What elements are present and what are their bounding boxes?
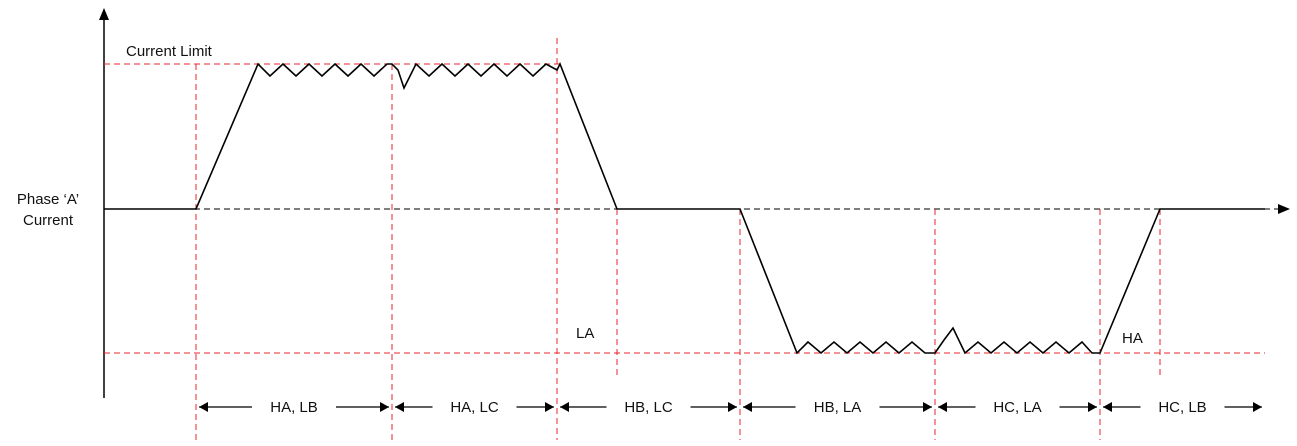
segment-label: HB, LC xyxy=(624,399,673,416)
commutation-boundaries xyxy=(195,38,1161,440)
arrowhead-icon xyxy=(545,402,554,412)
arrowhead-icon xyxy=(395,402,404,412)
ha-label: HA xyxy=(1122,330,1143,347)
arrowhead-icon xyxy=(380,402,389,412)
arrowhead-icon xyxy=(938,402,947,412)
y-axis-label-line2: Current xyxy=(23,212,74,229)
segment-label: HA, LB xyxy=(270,399,318,416)
y-axis-label-line1: Phase ‘A’ xyxy=(17,191,79,208)
segment-label: HC, LB xyxy=(1158,399,1206,416)
segment-label: HB, LA xyxy=(814,399,862,416)
arrowhead-icon xyxy=(728,402,737,412)
segment-label: HC, LA xyxy=(993,399,1041,416)
segment-label: HA, LC xyxy=(450,399,499,416)
phase-a-waveform xyxy=(104,62,1265,355)
commutation-segments: HA, LB HA, LC HB, LC HB, LA HC, LA HC, LB xyxy=(199,399,1262,416)
arrowhead-icon xyxy=(560,402,569,412)
arrowhead-icon xyxy=(743,402,752,412)
arrowhead-icon xyxy=(923,402,932,412)
y-axis-arrow-icon xyxy=(99,8,109,20)
arrowhead-icon xyxy=(1103,402,1112,412)
current-limit-label: Current Limit xyxy=(126,43,213,60)
arrowhead-icon xyxy=(1088,402,1097,412)
la-label: LA xyxy=(576,325,594,342)
x-axis-arrow-icon xyxy=(1278,204,1290,214)
arrowhead-icon xyxy=(199,402,208,412)
arrowhead-icon xyxy=(1253,402,1262,412)
